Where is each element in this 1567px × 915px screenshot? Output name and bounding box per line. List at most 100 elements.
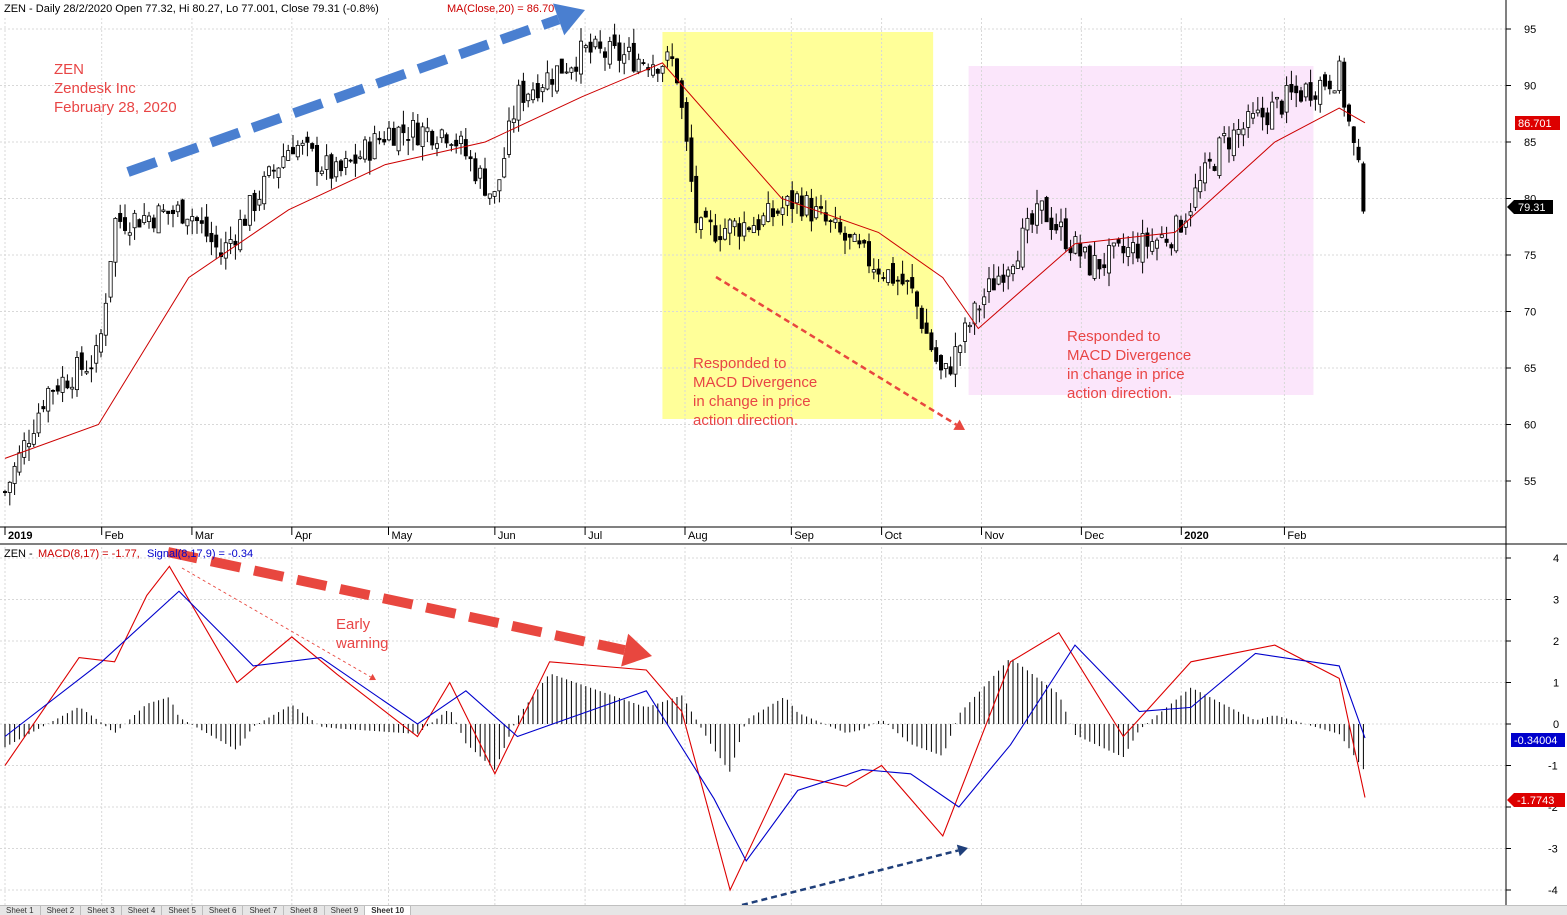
candle-body [492, 191, 497, 197]
yellow-highlight-region [662, 32, 934, 419]
candle-body [1246, 111, 1251, 128]
candle-body [987, 278, 992, 292]
candle-body [804, 195, 809, 216]
month-tick-label: Sep [794, 530, 814, 542]
sheet-tab[interactable]: Sheet 8 [284, 906, 325, 915]
candle-body [814, 206, 819, 219]
candle-body [550, 79, 555, 85]
candle-body [463, 139, 468, 157]
candle-body [75, 357, 80, 391]
candle-body [401, 124, 406, 134]
candle-body [1097, 259, 1102, 270]
candle-body [290, 147, 295, 155]
candle-body [651, 64, 656, 76]
sheet-tab[interactable]: Sheet 9 [325, 906, 366, 915]
macd-value-tag: -1.7743 [1507, 793, 1565, 807]
signal-line [4, 590, 1366, 863]
candle-body [790, 190, 795, 210]
candle-body [1356, 146, 1361, 161]
candle-body [1111, 242, 1116, 247]
candle-body [857, 240, 862, 245]
candle-body [377, 137, 382, 141]
candle-body [891, 263, 896, 284]
sheet-tab[interactable]: Sheet 1 [0, 906, 41, 915]
candle-body [900, 273, 905, 285]
candle-body [367, 141, 372, 161]
early-warning-2: warning [335, 635, 389, 652]
candle-body [603, 51, 608, 58]
candle-body [286, 150, 291, 161]
candle-body [833, 218, 838, 223]
sheet-tab[interactable]: Sheet 2 [41, 906, 82, 915]
svg-text:-1.7743: -1.7743 [1517, 795, 1554, 807]
macd-tick-label: -4 [1548, 885, 1558, 897]
candle-body [828, 220, 833, 223]
candle-body [929, 332, 934, 351]
candle-body [358, 156, 363, 159]
sheet-tab[interactable]: Sheet 6 [203, 906, 244, 915]
red-divergence-arrow-head [953, 419, 965, 430]
candle-body [703, 210, 708, 218]
candle-body [1179, 219, 1184, 233]
candle-body [675, 58, 680, 84]
candle-body [70, 386, 75, 390]
candle-body [1121, 245, 1126, 254]
candle-body [26, 443, 31, 448]
candle-body [310, 143, 315, 149]
sheet-tab[interactable]: Sheet 5 [162, 906, 203, 915]
sheet-tab[interactable]: Sheet 7 [243, 906, 285, 915]
candle-body [415, 122, 420, 146]
candle-body [439, 129, 444, 139]
candle-body [31, 433, 36, 445]
candle-body [559, 58, 564, 74]
candle-body [775, 210, 780, 214]
macd-tick-label: -1 [1548, 761, 1558, 773]
candle-body [843, 232, 848, 241]
candle-body [1313, 95, 1318, 100]
candle-body [1159, 234, 1164, 238]
candle-body [1044, 197, 1049, 223]
month-tick-label: 2020 [1184, 530, 1208, 542]
candle-body [343, 158, 348, 168]
yellow-note-4: action direction. [693, 412, 798, 429]
month-tick-label: Feb [105, 530, 124, 542]
candle-body [655, 68, 660, 74]
candle-body [1006, 269, 1011, 277]
candle-body [1035, 203, 1040, 226]
candle-body [862, 240, 867, 244]
candle-body [1227, 137, 1232, 150]
candle-body [271, 169, 276, 172]
candle-body [1102, 264, 1107, 269]
signal-title: Signal(8,17,9) = -0.34 [147, 548, 253, 560]
candle-body [939, 355, 944, 371]
sheet-tab[interactable]: Sheet 3 [81, 906, 122, 915]
candle-body [497, 179, 502, 192]
candle-body [276, 167, 281, 178]
candle-body [99, 333, 104, 353]
sheet-tab[interactable]: Sheet 4 [122, 906, 163, 915]
candle-body [871, 269, 876, 273]
candle-body [209, 232, 214, 243]
month-tick-label: Dec [1084, 530, 1104, 542]
candle-body [838, 221, 843, 233]
red-macd-trend-arrow-head [621, 633, 652, 667]
candle-body [991, 278, 996, 291]
candle-body [1150, 241, 1155, 252]
sheet-tab[interactable]: Sheet 10 [365, 906, 412, 915]
candle-body [22, 440, 27, 458]
candle-body [588, 41, 593, 53]
month-tick-label: Oct [885, 530, 902, 542]
candle-body [175, 204, 180, 213]
candle-body [1030, 213, 1035, 225]
candle-body [996, 275, 1001, 285]
candle-body [194, 217, 199, 222]
svg-text:-0.34004: -0.34004 [1514, 735, 1557, 747]
candle-body [506, 120, 511, 155]
candle-body [636, 58, 641, 73]
pink-note-3: in change in price [1067, 366, 1185, 383]
candle-body [449, 144, 454, 146]
candle-body [1260, 107, 1265, 118]
candle-body [1155, 239, 1160, 249]
candle-body [622, 54, 627, 64]
candle-body [420, 126, 425, 147]
